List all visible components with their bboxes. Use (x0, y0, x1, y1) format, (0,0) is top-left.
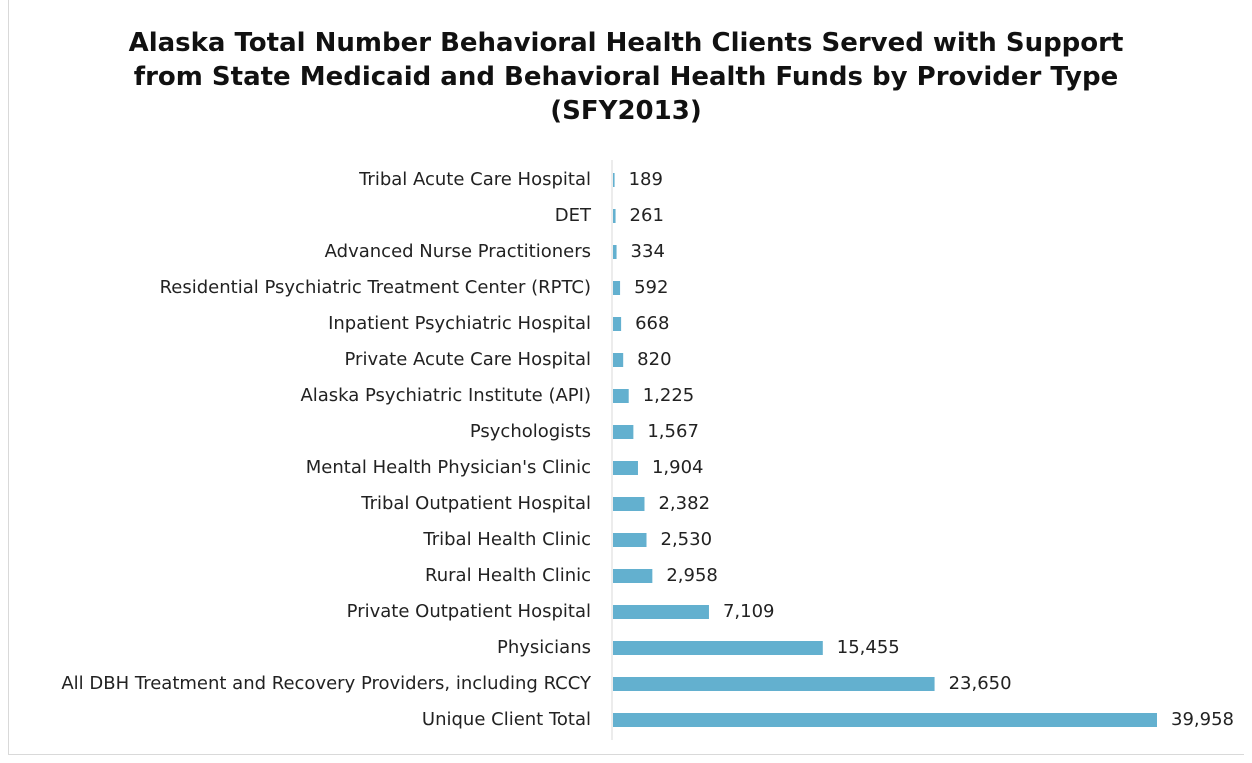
category-label: Private Outpatient Hospital (347, 601, 591, 622)
bar (613, 317, 622, 331)
bar (613, 389, 629, 403)
bar (613, 569, 653, 583)
bar (613, 461, 638, 475)
value-label: 1,567 (647, 421, 699, 442)
category-label: Tribal Outpatient Hospital (360, 493, 591, 514)
chart-frame (8, 0, 1244, 755)
value-label: 592 (634, 277, 668, 298)
value-label: 2,382 (658, 493, 710, 514)
bar (613, 497, 645, 511)
bar (613, 713, 1157, 727)
bar (613, 677, 935, 691)
category-label: Mental Health Physician's Clinic (306, 457, 591, 478)
value-label: 39,958 (1171, 709, 1234, 730)
bar (613, 245, 617, 259)
bar (613, 533, 647, 547)
category-label: DET (555, 205, 592, 226)
category-label: Tribal Health Clinic (422, 529, 591, 550)
value-label: 7,109 (723, 601, 775, 622)
category-label: Unique Client Total (422, 709, 591, 730)
value-label: 820 (637, 349, 671, 370)
value-label: 23,650 (949, 673, 1012, 694)
category-label: Inpatient Psychiatric Hospital (328, 313, 591, 334)
value-label: 334 (631, 241, 665, 262)
value-label: 1,904 (652, 457, 704, 478)
category-label: All DBH Treatment and Recovery Providers… (61, 673, 592, 694)
category-label: Private Acute Care Hospital (345, 349, 591, 370)
value-label: 668 (635, 313, 669, 334)
category-label: Residential Psychiatric Treatment Center… (160, 277, 591, 298)
value-label: 2,530 (661, 529, 713, 550)
category-label: Advanced Nurse Practitioners (325, 241, 591, 262)
value-label: 189 (629, 169, 663, 190)
category-label: Rural Health Clinic (425, 565, 591, 586)
category-label: Physicians (497, 637, 591, 658)
bar (613, 353, 624, 367)
value-label: 15,455 (837, 637, 900, 658)
bar (613, 209, 616, 223)
value-label: 2,958 (666, 565, 718, 586)
bar (613, 605, 709, 619)
value-label: 1,225 (643, 385, 695, 406)
category-label: Tribal Acute Care Hospital (358, 169, 591, 190)
bar (613, 641, 823, 655)
bar (613, 281, 621, 295)
chart-title: Alaska Total Number Behavioral Health Cl… (128, 28, 1124, 126)
value-label: 261 (630, 205, 664, 226)
bar (613, 425, 634, 439)
category-label: Alaska Psychiatric Institute (API) (300, 385, 591, 406)
category-label: Psychologists (470, 421, 591, 442)
bar (613, 173, 615, 187)
